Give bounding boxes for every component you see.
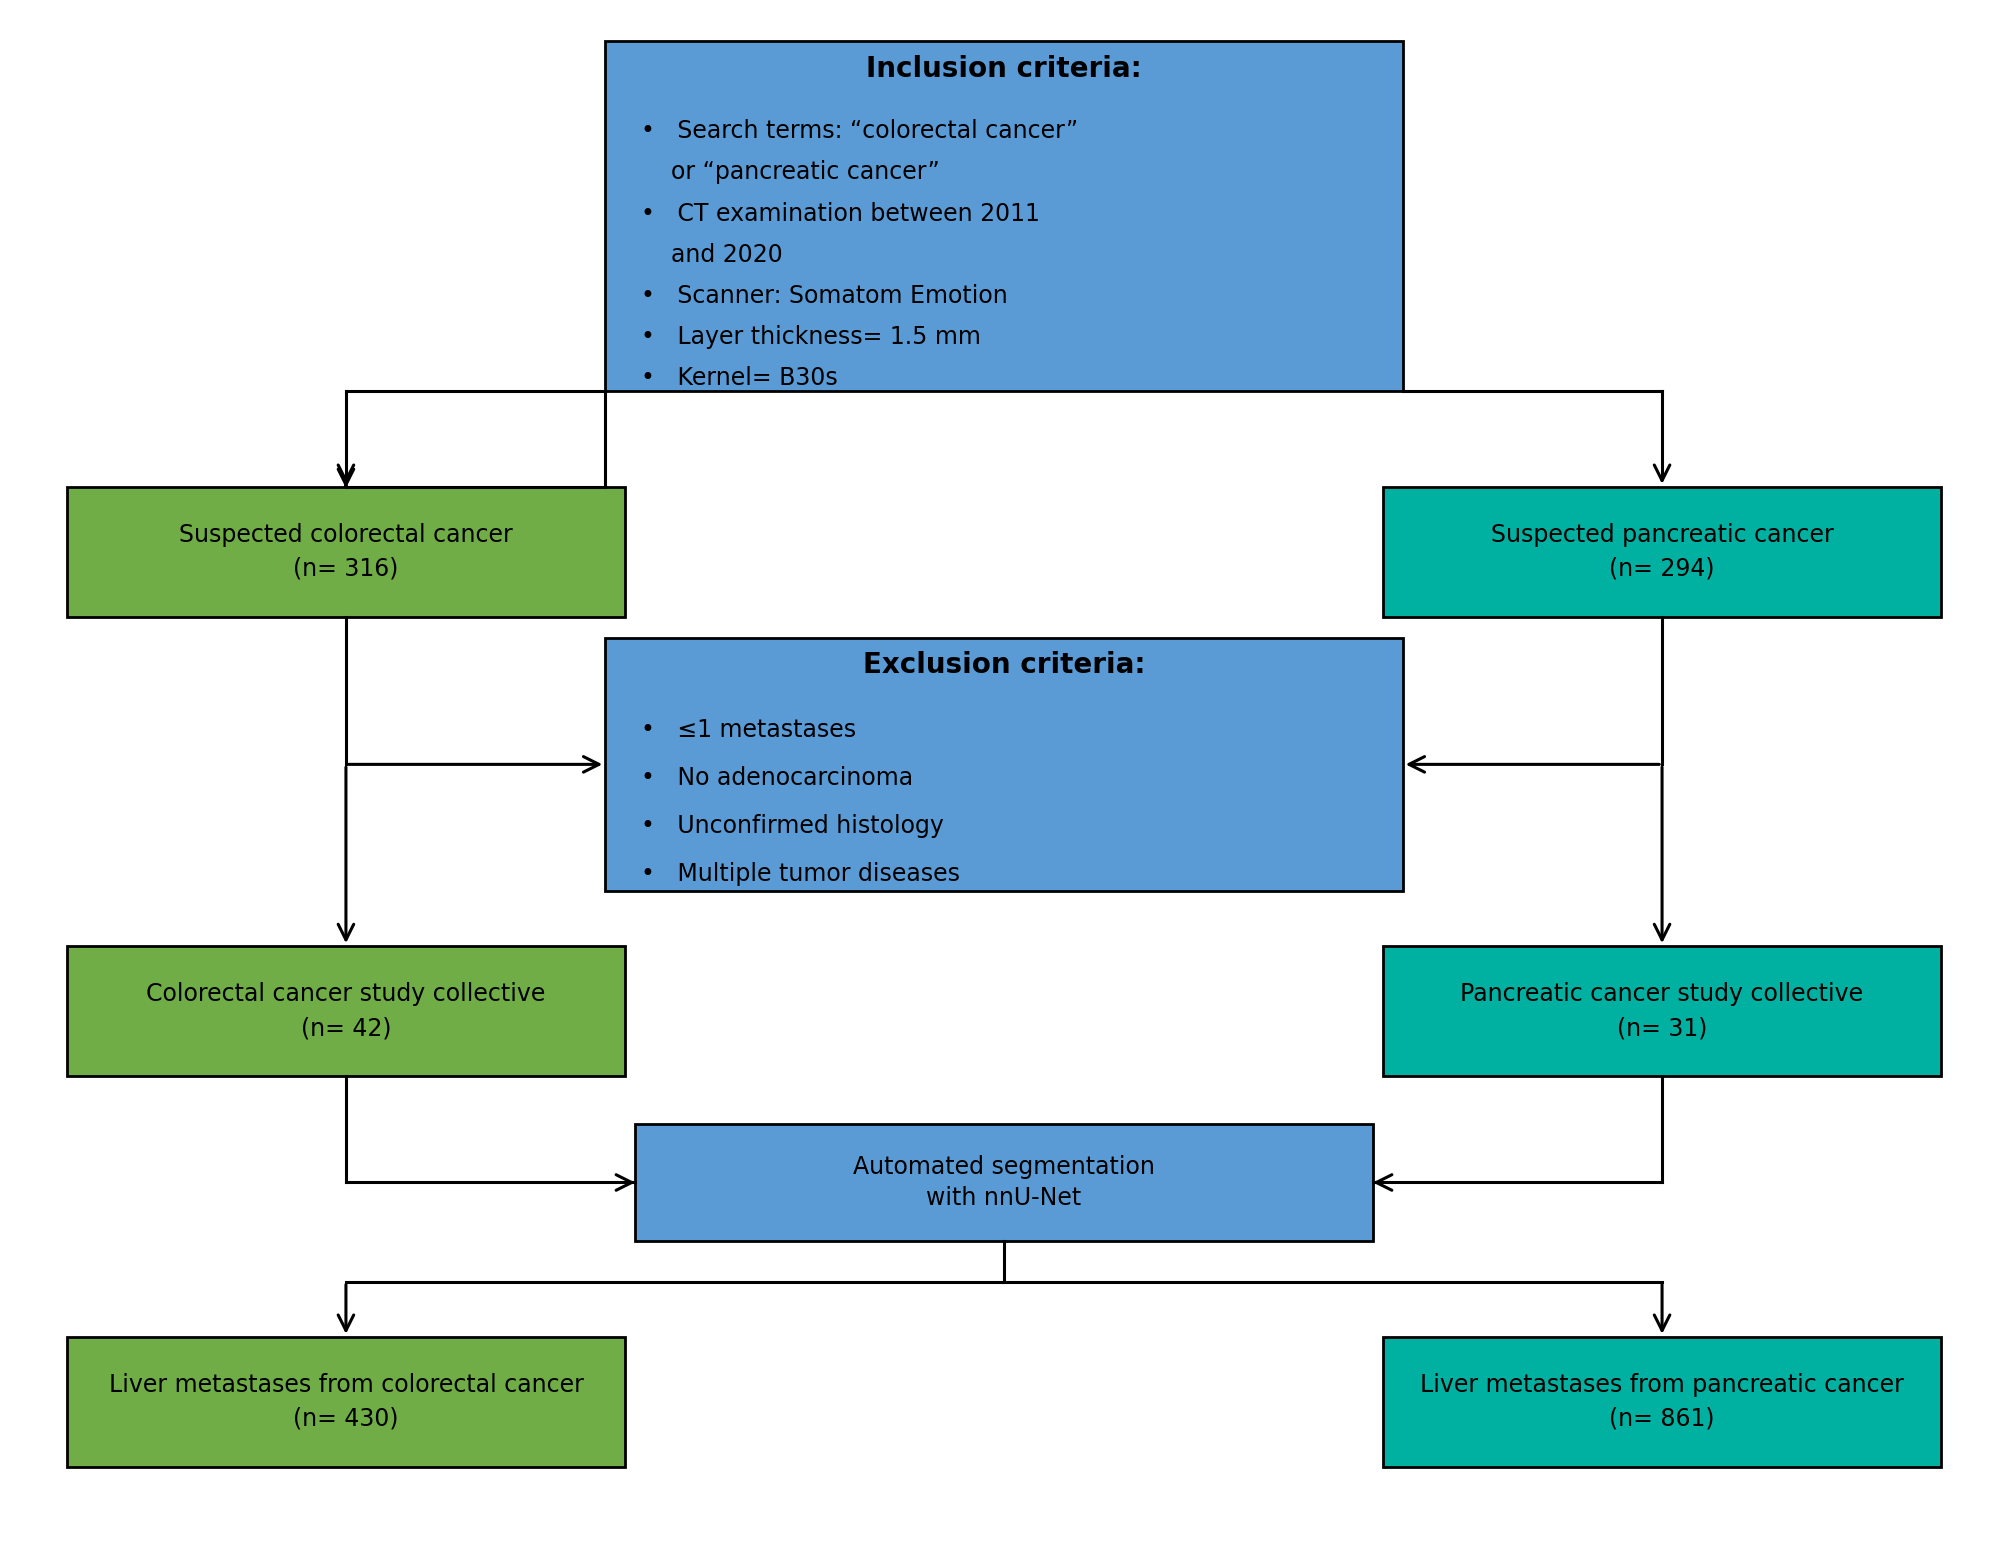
Text: with nnU-Net: with nnU-Net — [925, 1186, 1082, 1210]
Text: Pancreatic cancer study collective: Pancreatic cancer study collective — [1459, 982, 1862, 1007]
FancyBboxPatch shape — [634, 1124, 1373, 1241]
Text: •   Multiple tumor diseases: • Multiple tumor diseases — [640, 861, 959, 886]
Text: or “pancreatic cancer”: or “pancreatic cancer” — [640, 161, 939, 184]
Text: Automated segmentation: Automated segmentation — [853, 1155, 1154, 1180]
Text: (n= 861): (n= 861) — [1608, 1407, 1714, 1430]
Text: (n= 31): (n= 31) — [1616, 1016, 1706, 1039]
FancyBboxPatch shape — [1383, 1336, 1941, 1468]
FancyBboxPatch shape — [1383, 946, 1941, 1077]
FancyBboxPatch shape — [1383, 486, 1941, 617]
FancyBboxPatch shape — [604, 41, 1403, 391]
Text: Suspected colorectal cancer: Suspected colorectal cancer — [179, 524, 512, 547]
Text: •   Layer thickness= 1.5 mm: • Layer thickness= 1.5 mm — [640, 325, 981, 349]
Text: (n= 294): (n= 294) — [1608, 556, 1714, 581]
Text: (n= 42): (n= 42) — [301, 1016, 391, 1039]
Text: •   ≤1 metastases: • ≤1 metastases — [640, 717, 855, 742]
Text: Colorectal cancer study collective: Colorectal cancer study collective — [147, 982, 546, 1007]
Text: Exclusion criteria:: Exclusion criteria: — [863, 652, 1144, 680]
Text: (n= 430): (n= 430) — [293, 1407, 399, 1430]
FancyBboxPatch shape — [66, 1336, 624, 1468]
Text: •   Search terms: “colorectal cancer”: • Search terms: “colorectal cancer” — [640, 119, 1078, 144]
Text: (n= 316): (n= 316) — [293, 556, 399, 581]
Text: •   CT examination between 2011: • CT examination between 2011 — [640, 202, 1040, 225]
Text: •   Kernel= B30s: • Kernel= B30s — [640, 366, 837, 391]
Text: Suspected pancreatic cancer: Suspected pancreatic cancer — [1489, 524, 1832, 547]
Text: •   Scanner: Somatom Emotion: • Scanner: Somatom Emotion — [640, 284, 1008, 308]
FancyBboxPatch shape — [604, 638, 1403, 891]
FancyBboxPatch shape — [66, 946, 624, 1077]
Text: Liver metastases from colorectal cancer: Liver metastases from colorectal cancer — [108, 1372, 584, 1397]
FancyBboxPatch shape — [66, 486, 624, 617]
Text: •   No adenocarcinoma: • No adenocarcinoma — [640, 766, 913, 789]
Text: Liver metastases from pancreatic cancer: Liver metastases from pancreatic cancer — [1419, 1372, 1903, 1397]
Text: Inclusion criteria:: Inclusion criteria: — [865, 55, 1142, 83]
Text: •   Unconfirmed histology: • Unconfirmed histology — [640, 814, 943, 838]
Text: and 2020: and 2020 — [640, 242, 783, 267]
